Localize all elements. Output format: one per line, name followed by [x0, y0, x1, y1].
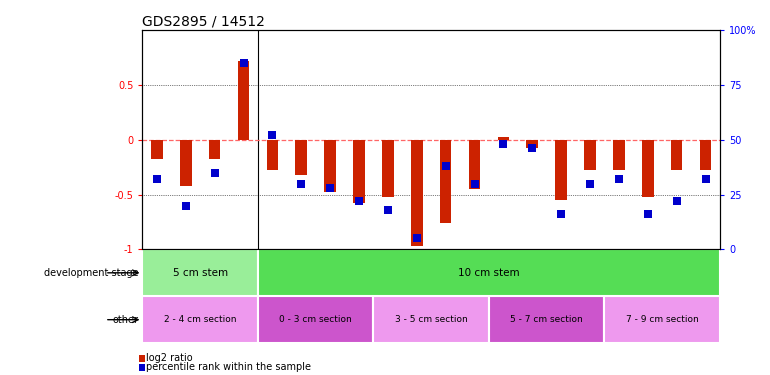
Point: [671, 198, 683, 204]
Text: 5 cm stem: 5 cm stem: [172, 268, 228, 278]
Text: GDS2895 / 14512: GDS2895 / 14512: [142, 15, 266, 29]
Bar: [266, 140, 278, 170]
Bar: [373, 296, 489, 343]
Bar: [584, 140, 596, 170]
Text: 0 - 3 cm section: 0 - 3 cm section: [280, 315, 352, 324]
Bar: [604, 296, 720, 343]
Text: other: other: [112, 315, 139, 325]
Point: [584, 181, 596, 187]
Bar: [497, 138, 509, 140]
Bar: [324, 140, 336, 192]
Point: [179, 202, 192, 208]
Point: [526, 146, 538, 152]
Text: 2 - 4 cm section: 2 - 4 cm section: [164, 315, 236, 324]
Point: [324, 185, 336, 191]
Bar: [489, 296, 604, 343]
Text: development stage: development stage: [44, 268, 139, 278]
Point: [382, 207, 394, 213]
Text: 10 cm stem: 10 cm stem: [458, 268, 520, 278]
Bar: [527, 140, 538, 148]
Text: percentile rank within the sample: percentile rank within the sample: [146, 362, 311, 372]
Bar: [700, 140, 711, 170]
Bar: [142, 296, 258, 343]
Bar: [258, 249, 720, 296]
Point: [497, 141, 510, 147]
Bar: [613, 140, 624, 170]
Bar: [382, 140, 393, 197]
Bar: [469, 140, 480, 189]
Bar: [209, 140, 220, 159]
Point: [266, 132, 279, 138]
Point: [613, 176, 625, 182]
Text: log2 ratio: log2 ratio: [146, 353, 193, 363]
Bar: [411, 140, 423, 246]
Point: [699, 176, 711, 182]
Point: [209, 170, 221, 176]
Point: [555, 211, 567, 217]
Bar: [238, 61, 249, 140]
Point: [468, 181, 480, 187]
Bar: [151, 140, 162, 159]
Bar: [642, 140, 654, 197]
Bar: [671, 140, 682, 170]
Bar: [258, 296, 373, 343]
Bar: [180, 140, 192, 186]
Bar: [555, 140, 567, 200]
Point: [237, 60, 249, 66]
Bar: [296, 140, 307, 175]
Point: [440, 163, 452, 169]
Bar: [142, 249, 258, 296]
Text: 7 - 9 cm section: 7 - 9 cm section: [626, 315, 698, 324]
Point: [410, 236, 423, 242]
Point: [353, 198, 365, 204]
Text: 5 - 7 cm section: 5 - 7 cm section: [511, 315, 583, 324]
Text: 3 - 5 cm section: 3 - 5 cm section: [395, 315, 467, 324]
Point: [151, 176, 163, 182]
Bar: [353, 140, 365, 203]
Bar: [440, 140, 451, 223]
Point: [641, 211, 654, 217]
Point: [295, 181, 307, 187]
